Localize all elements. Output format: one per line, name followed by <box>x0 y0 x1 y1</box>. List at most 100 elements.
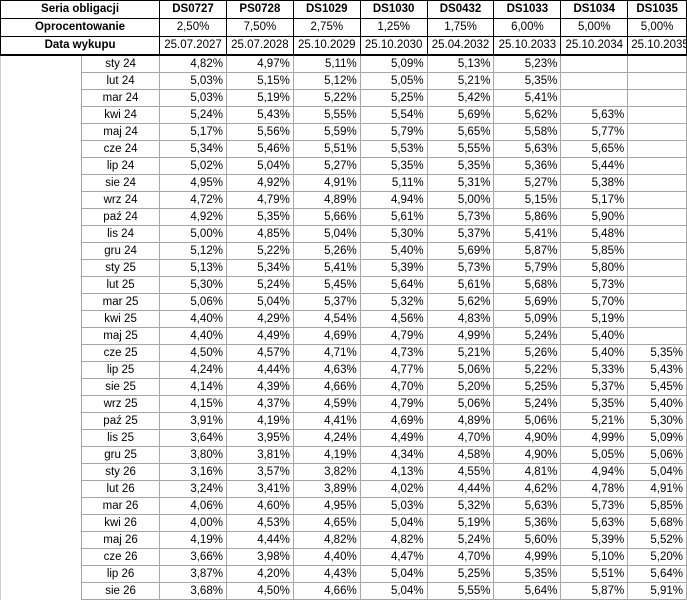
yield-cell: 5,60% <box>493 531 562 549</box>
yield-cell: 5,37% <box>560 378 629 396</box>
yield-cell: 5,24% <box>426 531 495 549</box>
yield-cell: 5,22% <box>292 89 361 107</box>
yield-cell: 5,22% <box>225 242 294 260</box>
yield-cell: 4,24% <box>159 361 227 379</box>
month-label: wrz 24 <box>81 191 161 209</box>
data-row: sty 24 4,82% 4,97% 5,11% 5,09% 5,13% 5,23% <box>0 54 687 73</box>
yield-cell: 5,40% <box>627 395 687 413</box>
yield-cell: 5,77% <box>560 123 629 141</box>
yield-cell: 4,99% <box>560 429 629 447</box>
blank-cell <box>0 225 83 243</box>
row-label: Data wykupu <box>0 36 161 56</box>
yield-cell: 5,85% <box>560 242 629 260</box>
header-cell: DS1034 <box>560 0 629 19</box>
yield-cell: 4,37% <box>225 395 294 413</box>
data-row: lip 24 5,02% 5,04% 5,27% 5,35% 5,35% 5,36% 5,44… <box>0 157 687 175</box>
yield-cell: 5,12% <box>159 242 227 260</box>
month-label: lip 24 <box>81 157 161 175</box>
month-label: sty 25 <box>81 259 161 277</box>
yield-cell: 3,81% <box>225 446 294 464</box>
blank-cell <box>0 310 83 328</box>
yield-cell: 5,68% <box>493 276 562 294</box>
yield-cell: 5,55% <box>292 106 361 124</box>
month-label: lis 25 <box>81 429 161 447</box>
yield-cell: 5,21% <box>426 72 495 90</box>
data-row: mar 24 5,03% 5,19% 5,22% 5,25% 5,42% 5,41% <box>0 89 687 107</box>
yield-cell: 5,35% <box>560 395 629 413</box>
yield-cell: 5,20% <box>426 378 495 396</box>
yield-cell: 4,71% <box>292 344 361 362</box>
yield-cell: 4,29% <box>225 310 294 328</box>
header-row: Data wykupu 25.07.2027 25.07.2028 25.10.202… <box>0 36 687 56</box>
yield-cell: 5,04% <box>627 463 687 481</box>
yield-cell: 5,37% <box>426 225 495 243</box>
yield-cell: 4,57% <box>225 344 294 362</box>
yield-cell: 5,13% <box>159 259 227 277</box>
data-row: wrz 24 4,72% 4,79% 4,89% 4,94% 5,00% 5,15% 5,17… <box>0 191 687 209</box>
yield-cell: 5,61% <box>359 208 428 226</box>
yield-cell <box>627 174 687 192</box>
blank-cell <box>0 259 83 277</box>
row-label: Oprocentowanie <box>0 18 161 37</box>
yield-cell: 4,66% <box>292 378 361 396</box>
yield-cell: 5,24% <box>493 395 562 413</box>
yield-cell: 4,44% <box>225 531 294 549</box>
yield-cell: 4,63% <box>292 361 361 379</box>
yield-cell: 4,60% <box>225 497 294 515</box>
yield-cell: 4,40% <box>292 548 361 566</box>
yield-cell: 5,73% <box>560 276 629 294</box>
blank-cell <box>0 344 83 362</box>
yield-cell: 5,79% <box>493 259 562 277</box>
yield-cell: 5,62% <box>493 106 562 124</box>
yield-cell: 5,41% <box>493 225 562 243</box>
yield-cell: 5,64% <box>493 582 562 600</box>
yield-cell: 5,39% <box>359 259 428 277</box>
yield-cell: 4,79% <box>359 327 428 345</box>
yield-cell: 4,79% <box>359 395 428 413</box>
yield-cell: 5,69% <box>493 293 562 311</box>
yield-cell: 4,70% <box>426 548 495 566</box>
yield-cell: 5,69% <box>426 242 495 260</box>
header-cell: DS1029 <box>292 0 361 19</box>
data-row: lut 25 5,30% 5,24% 5,45% 5,64% 5,61% 5,68% 5,73… <box>0 276 687 294</box>
yield-cell: 5,63% <box>560 514 629 532</box>
yield-cell: 5,45% <box>627 378 687 396</box>
header-row: Seria obligacji DS0727 PS0728 DS1029 DS1030 D… <box>0 0 687 19</box>
yield-cell: 4,81% <box>493 463 562 481</box>
yield-cell: 5,06% <box>493 412 562 430</box>
yield-cell: 5,46% <box>225 140 294 158</box>
yield-cell: 5,25% <box>426 565 495 583</box>
yield-cell: 4,02% <box>359 480 428 498</box>
month-label: mar 25 <box>81 293 161 311</box>
yield-cell: 3,64% <box>159 429 227 447</box>
blank-cell <box>0 174 83 192</box>
month-label: lis 24 <box>81 225 161 243</box>
blank-cell <box>0 72 83 90</box>
month-label: paź 24 <box>81 208 161 226</box>
month-label: gru 25 <box>81 446 161 464</box>
data-row: kwi 26 4,00% 4,53% 4,65% 5,04% 5,19% 5,36% 5,63… <box>0 514 687 532</box>
yield-cell: 4,43% <box>292 565 361 583</box>
blank-cell <box>0 514 83 532</box>
month-label: lut 26 <box>81 480 161 498</box>
month-label: maj 26 <box>81 531 161 549</box>
header-cell: 25.10.2034 <box>560 36 629 56</box>
month-label: sty 24 <box>81 54 161 73</box>
header-cell: 25.10.2029 <box>292 36 361 56</box>
data-row: gru 24 5,12% 5,22% 5,26% 5,40% 5,69% 5,87% 5,85… <box>0 242 687 260</box>
header-cell: 6,00% <box>493 18 562 37</box>
yield-cell: 5,23% <box>493 54 562 73</box>
yield-cell: 5,79% <box>359 123 428 141</box>
yield-cell: 4,55% <box>426 463 495 481</box>
data-row: sie 24 4,95% 4,92% 4,91% 5,11% 5,31% 5,27% 5,38… <box>0 174 687 192</box>
yield-cell: 4,62% <box>493 480 562 498</box>
data-row: lut 26 3,24% 3,41% 3,89% 4,02% 4,44% 4,62% 4,78… <box>0 480 687 498</box>
blank-cell <box>0 463 83 481</box>
yield-cell: 4,73% <box>359 344 428 362</box>
yield-cell: 5,30% <box>159 276 227 294</box>
yield-cell: 4,83% <box>426 310 495 328</box>
yield-cell <box>627 89 687 107</box>
month-label: mar 24 <box>81 89 161 107</box>
yield-cell: 5,91% <box>627 582 687 600</box>
yield-cell: 4,58% <box>426 446 495 464</box>
